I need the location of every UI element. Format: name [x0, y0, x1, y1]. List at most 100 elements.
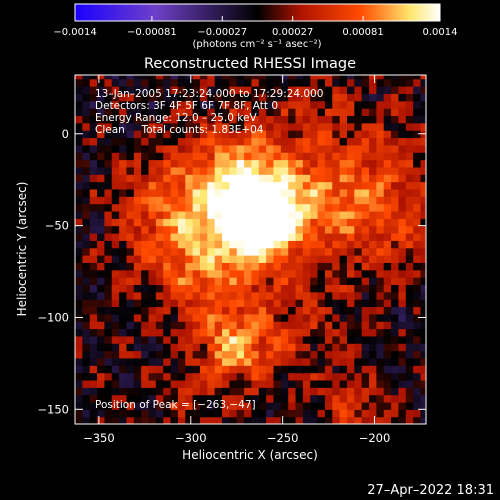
heat-cell — [119, 401, 128, 410]
heat-cell — [133, 401, 142, 410]
heat-cell — [244, 291, 253, 300]
heat-cell — [89, 218, 98, 227]
heat-cell — [104, 321, 113, 330]
heat-cell — [155, 159, 164, 168]
heat-cell — [141, 343, 150, 352]
heat-cell — [324, 203, 333, 212]
heat-cell — [317, 357, 326, 366]
heat-cell — [361, 188, 370, 197]
heat-cell — [155, 137, 164, 146]
heat-cell — [324, 240, 333, 249]
heat-cell — [89, 137, 98, 146]
heat-cell — [324, 255, 333, 263]
heat-cell — [266, 93, 275, 102]
heat-cell — [324, 210, 333, 219]
heat-cell — [170, 108, 179, 117]
heat-cell — [302, 203, 311, 212]
heat-cell — [199, 394, 208, 403]
heat-cell — [126, 108, 135, 117]
heat-cell — [266, 284, 275, 293]
heat-cell — [177, 365, 186, 374]
heat-cell — [376, 159, 385, 168]
heat-cell — [89, 409, 98, 418]
heat-cell — [222, 166, 230, 175]
heat-cell — [361, 115, 370, 124]
heat-cell — [119, 335, 128, 344]
heat-cell — [420, 144, 426, 153]
heat-cell — [369, 137, 377, 146]
heat-cell — [398, 416, 407, 424]
heat-cell — [119, 108, 128, 117]
heat-cell — [354, 240, 363, 249]
heat-cell — [75, 159, 83, 168]
heat-cell — [192, 210, 201, 219]
heat-cell — [229, 78, 238, 87]
heat-cell — [104, 401, 113, 410]
heat-cell — [383, 203, 392, 212]
heat-cell — [111, 122, 120, 131]
heat-cell — [288, 188, 297, 197]
heat-cell — [369, 313, 377, 322]
heat-cell — [229, 306, 238, 315]
heat-cell — [244, 299, 253, 308]
heat-cell — [383, 365, 392, 374]
heat-cell — [317, 313, 326, 322]
heat-cell — [236, 313, 245, 322]
heat-cell — [302, 379, 311, 388]
heat-cell — [251, 401, 260, 410]
heat-cell — [310, 188, 319, 197]
heat-cell — [251, 379, 260, 388]
heat-cell — [163, 122, 172, 131]
heat-cell — [89, 394, 98, 403]
heat-cell — [413, 321, 422, 330]
heat-cell — [82, 409, 91, 418]
heat-cell — [258, 335, 267, 344]
heat-cell — [207, 188, 216, 197]
heat-cell — [236, 93, 245, 102]
heat-cell — [236, 277, 245, 285]
heat-cell — [111, 86, 120, 94]
heat-cell — [155, 335, 164, 344]
heat-cell — [141, 255, 150, 263]
heat-cell — [317, 115, 326, 124]
heat-cell — [258, 284, 267, 293]
heat-cell — [148, 416, 157, 424]
heat-cell — [75, 299, 83, 308]
heat-cell — [148, 372, 157, 381]
heat-cell — [177, 115, 186, 124]
heat-cell — [148, 196, 157, 205]
y-tick-label: −150 — [37, 402, 69, 416]
heat-cell — [104, 328, 113, 337]
heat-cell — [119, 86, 128, 94]
heat-cell — [222, 100, 230, 109]
heat-cell — [185, 144, 194, 153]
heat-cell — [207, 365, 216, 374]
heat-cell — [310, 130, 319, 139]
heat-cell — [104, 100, 113, 109]
heat-cell — [104, 306, 113, 315]
y-tick-label: 0 — [62, 127, 69, 141]
heat-cell — [192, 247, 201, 256]
heat-cell — [280, 379, 289, 388]
heat-cell — [413, 225, 422, 234]
heat-cell — [391, 115, 400, 124]
heat-cell — [170, 181, 179, 190]
heat-cell — [97, 291, 105, 300]
heat-cell — [339, 328, 348, 337]
heat-cell — [119, 409, 128, 418]
heat-cell — [420, 291, 426, 300]
heat-cell — [383, 159, 392, 168]
heat-cell — [148, 130, 157, 139]
heat-cell — [405, 130, 414, 139]
heat-cell — [295, 181, 304, 190]
heat-cell — [383, 401, 392, 410]
heat-cell — [398, 166, 407, 175]
heat-cell — [133, 387, 142, 396]
heat-cell — [420, 181, 426, 190]
heat-cell — [82, 416, 91, 424]
heat-cell — [266, 86, 275, 94]
heat-cell — [354, 284, 363, 293]
heat-cell — [75, 372, 83, 381]
heat-cell — [177, 210, 186, 219]
heat-cell — [244, 328, 253, 337]
